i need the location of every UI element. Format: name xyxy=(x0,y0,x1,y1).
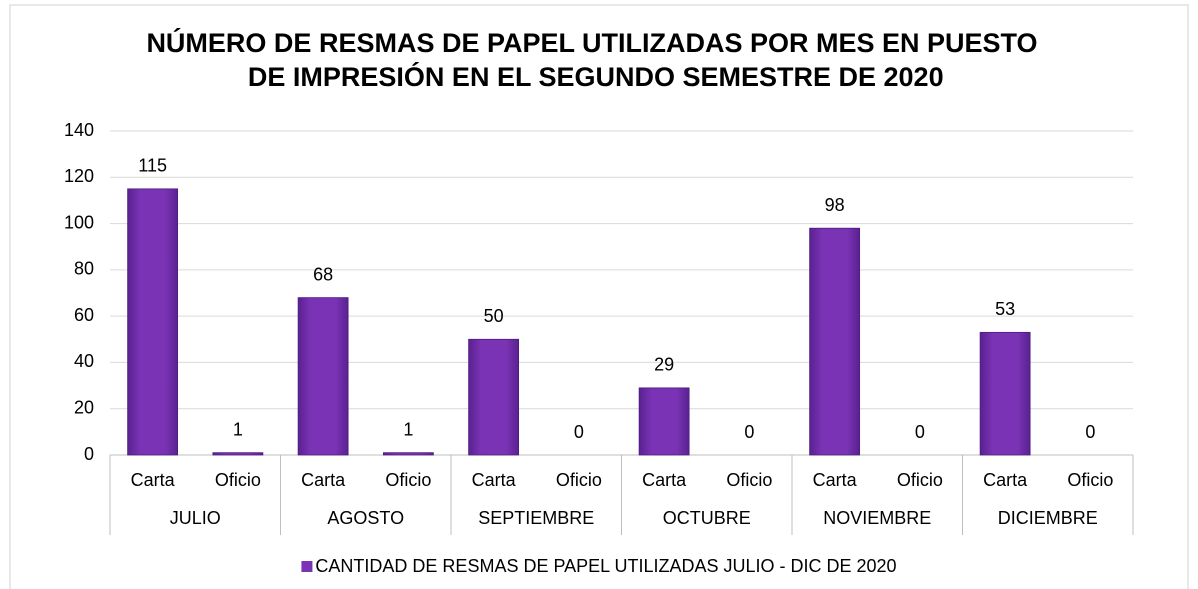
data-label: 1 xyxy=(233,419,243,439)
y-tick-label: 0 xyxy=(84,444,94,464)
legend-label: CANTIDAD DE RESMAS DE PAPEL UTILIZADAS J… xyxy=(315,556,896,576)
y-tick-label: 20 xyxy=(74,397,94,417)
data-label: 50 xyxy=(484,306,504,326)
x-tick-label: Oficio xyxy=(726,470,772,490)
group-label: SEPTIEMBRE xyxy=(478,508,594,528)
bar xyxy=(638,387,690,456)
x-tick-label: Carta xyxy=(472,470,517,490)
x-tick-label: Carta xyxy=(983,470,1028,490)
legend-swatch xyxy=(301,561,313,572)
group-label: JULIO xyxy=(170,508,221,528)
group-label: NOVIEMBRE xyxy=(823,508,931,528)
x-tick-label: Oficio xyxy=(897,470,943,490)
chart-frame xyxy=(9,4,1189,589)
x-tick-label: Carta xyxy=(813,470,858,490)
y-tick-label: 120 xyxy=(64,166,94,186)
bar xyxy=(809,227,861,456)
bar xyxy=(979,331,1031,456)
x-tick-label: Carta xyxy=(301,470,346,490)
group-label: DICIEMBRE xyxy=(998,508,1098,528)
x-tick-label: Oficio xyxy=(385,470,431,490)
chart-title: NÚMERO DE RESMAS DE PAPEL UTILIZADAS POR… xyxy=(146,27,1037,92)
bar xyxy=(127,188,179,456)
x-tick-label: Carta xyxy=(642,470,687,490)
x-tick-label: Carta xyxy=(131,470,176,490)
data-label: 0 xyxy=(1085,422,1095,442)
bar xyxy=(297,297,349,456)
y-tick-label: 80 xyxy=(74,259,94,279)
x-tick-label: Oficio xyxy=(556,470,602,490)
bar xyxy=(382,452,434,456)
data-label: 98 xyxy=(825,195,845,215)
y-tick-label: 100 xyxy=(64,212,94,232)
group-label: OCTUBRE xyxy=(663,508,751,528)
data-label: 29 xyxy=(654,355,674,375)
data-label: 68 xyxy=(313,264,333,284)
data-label: 0 xyxy=(574,422,584,442)
x-tick-label: Oficio xyxy=(1067,470,1113,490)
y-tick-label: 40 xyxy=(74,351,94,371)
data-label: 1 xyxy=(403,419,413,439)
bar xyxy=(212,452,264,456)
y-tick-label: 140 xyxy=(64,120,94,140)
bar xyxy=(468,338,520,456)
y-tick-label: 60 xyxy=(74,305,94,325)
group-label: AGOSTO xyxy=(327,508,404,528)
x-tick-label: Oficio xyxy=(215,470,261,490)
data-label: 0 xyxy=(915,422,925,442)
data-label: 115 xyxy=(138,156,167,176)
data-label: 53 xyxy=(995,299,1015,319)
data-label: 0 xyxy=(744,422,754,442)
